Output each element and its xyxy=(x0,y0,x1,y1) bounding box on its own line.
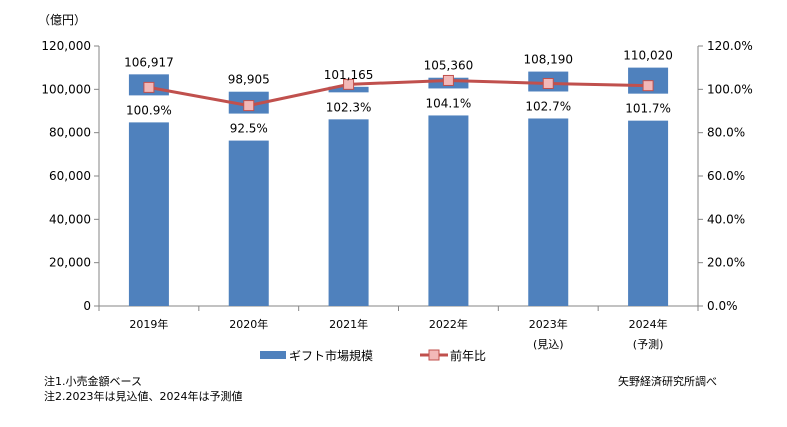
bar-value-label: 108,190 xyxy=(523,53,573,67)
left-tick-label: 100,000 xyxy=(41,82,91,96)
x-tick-label: 2023年 xyxy=(529,317,568,331)
yoy-line xyxy=(148,78,649,108)
x-tick-sublabel: (予測) xyxy=(633,337,664,351)
pct-label-bg xyxy=(120,95,177,123)
legend: ギフト市場規模 前年比 xyxy=(260,348,486,363)
yoy-value-label: 100.9% xyxy=(126,103,172,117)
yoy-marker xyxy=(243,100,255,112)
note-2: 注2.2023年は見込値、2024年は予測値 xyxy=(44,389,242,403)
source-label: 矢野経済研究所調べ xyxy=(618,374,717,388)
x-tick-label: 2024年 xyxy=(629,317,668,331)
x-tick-label: 2020年 xyxy=(229,317,268,331)
x-tick-label: 2021年 xyxy=(329,317,368,331)
left-tick-label: 120,000 xyxy=(41,39,91,53)
bar xyxy=(328,86,369,306)
right-tick-label: 60.0% xyxy=(707,169,745,183)
yoy-marker xyxy=(642,80,654,92)
bar-value-label: 105,360 xyxy=(424,59,474,73)
bar-value-label: 98,905 xyxy=(228,73,270,87)
x-tick-label: 2022年 xyxy=(429,317,468,331)
pct-label-bg xyxy=(520,91,577,119)
right-tick-label: 120.0% xyxy=(707,39,753,53)
bar-value-label: 101,165 xyxy=(324,68,374,82)
pct-label-bg xyxy=(420,88,477,116)
bar-value-label: 110,020 xyxy=(623,49,673,63)
yoy-value-label: 102.3% xyxy=(326,100,372,114)
right-tick-label: 0.0% xyxy=(707,299,738,313)
x-tick-label: 2019年 xyxy=(129,317,168,331)
yoy-marker xyxy=(442,74,454,86)
yoy-marker xyxy=(343,78,355,90)
right-tick-label: 100.0% xyxy=(707,82,753,96)
note-1: 注1.小売金額ベース xyxy=(44,374,142,388)
yoy-value-label: 102.7% xyxy=(525,99,571,113)
right-tick-label: 80.0% xyxy=(707,126,745,140)
pct-label-bg xyxy=(320,92,377,120)
yoy-value-label: 104.1% xyxy=(426,96,472,110)
bar-value-label: 106,917 xyxy=(124,55,174,69)
left-tick-label: 0 xyxy=(83,299,91,313)
pct-label-bg xyxy=(220,113,277,141)
legend-label-yoy: 前年比 xyxy=(450,348,486,363)
yoy-marker xyxy=(542,77,554,89)
legend-label-market-size: ギフト市場規模 xyxy=(289,348,373,363)
bar xyxy=(428,77,469,306)
pct-label-bg xyxy=(620,93,677,121)
left-tick-label: 20,000 xyxy=(49,256,91,270)
legend-swatch-marker xyxy=(428,349,440,361)
x-tick-sublabel: (見込) xyxy=(533,338,564,351)
legend-swatch-bar xyxy=(260,351,286,359)
left-tick-label: 80,000 xyxy=(49,126,91,140)
unit-label: （億円） xyxy=(38,13,86,27)
yoy-value-label: 101.7% xyxy=(625,102,671,116)
right-tick-label: 20.0% xyxy=(707,256,745,270)
yoy-marker xyxy=(143,81,155,93)
left-tick-label: 60,000 xyxy=(49,169,91,183)
left-tick-label: 40,000 xyxy=(49,212,91,226)
right-tick-label: 40.0% xyxy=(707,212,745,226)
yoy-value-label: 92.5% xyxy=(230,122,268,136)
